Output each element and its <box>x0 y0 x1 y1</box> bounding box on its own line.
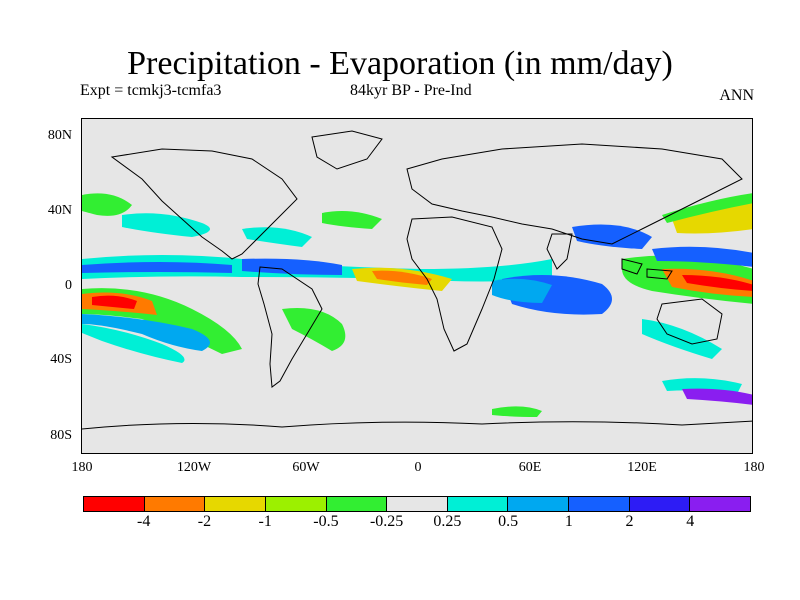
anomaly-region <box>492 406 542 417</box>
anomaly-region <box>572 224 652 249</box>
anomaly-region <box>82 193 132 216</box>
colorbar <box>83 496 751 512</box>
colorbar-swatch <box>84 497 145 511</box>
anomaly-region <box>682 275 752 291</box>
colorbar-label: 1 <box>564 513 573 530</box>
x-tick-label: 120E <box>627 460 657 475</box>
colorbar-swatch <box>690 497 751 511</box>
x-tick-label: 180 <box>71 460 93 475</box>
colorbar-label: -4 <box>137 513 151 530</box>
colorbar-swatch <box>326 497 388 511</box>
anomaly-region <box>652 246 752 267</box>
colorbar-label: 0.5 <box>498 513 519 530</box>
coastlines <box>82 130 752 430</box>
experiment-label: Expt = tcmkj3-tcmfa3 <box>80 82 222 99</box>
anomaly-region <box>92 295 137 309</box>
x-tick-label: 60E <box>518 460 542 475</box>
x-tick-label: 120W <box>176 460 212 475</box>
anomaly-region <box>82 314 210 351</box>
anomaly-region <box>372 270 432 285</box>
anomaly-region <box>242 227 312 247</box>
x-tick-label: 180 <box>743 460 765 475</box>
colorbar-label: -0.5 <box>313 513 339 530</box>
colorbar-label: 0.25 <box>433 513 462 530</box>
y-tick-label: 40S <box>50 352 72 367</box>
period-label: 84kyr BP - Pre-Ind <box>350 82 472 99</box>
colorbar-label: -0.25 <box>369 513 404 530</box>
y-tick-label: 80S <box>50 428 72 443</box>
colorbar-swatch <box>447 497 509 511</box>
anomaly-region <box>82 262 232 273</box>
y-tick-label: 0 <box>65 278 72 293</box>
chart-title: Precipitation - Evaporation (in mm/day) <box>127 45 673 82</box>
x-tick-label: 60W <box>292 460 320 475</box>
y-tick-label: 40N <box>47 203 72 218</box>
colorbar-swatch <box>569 497 630 511</box>
anomaly-region <box>682 388 752 405</box>
anomaly-region <box>82 324 185 363</box>
colorbar-swatch <box>629 497 691 511</box>
anomaly-region <box>672 201 752 234</box>
map-plot-area <box>81 118 753 454</box>
colorbar-swatch <box>387 497 448 511</box>
colorbar-label: -2 <box>197 513 212 530</box>
anomaly-region <box>122 213 210 237</box>
colorbar-label: -1 <box>258 513 272 530</box>
season-label: ANN <box>719 87 754 104</box>
colorbar-label: 4 <box>686 513 695 530</box>
x-tick-label: 0 <box>414 460 422 475</box>
anomaly-region <box>492 278 552 303</box>
map-svg <box>82 130 752 430</box>
colorbar-swatch <box>205 497 266 511</box>
colorbar-swatch <box>144 497 206 511</box>
colorbar-swatch <box>508 497 570 511</box>
colorbar-label: 2 <box>625 513 634 530</box>
y-tick-label: 80N <box>47 128 72 143</box>
colorbar-swatch <box>265 497 327 511</box>
anomaly-region <box>282 308 346 351</box>
anomaly-region <box>642 319 722 359</box>
anomaly-field <box>82 193 752 417</box>
anomaly-region <box>242 258 342 275</box>
anomaly-region <box>322 211 382 229</box>
anomaly-region <box>662 193 752 223</box>
